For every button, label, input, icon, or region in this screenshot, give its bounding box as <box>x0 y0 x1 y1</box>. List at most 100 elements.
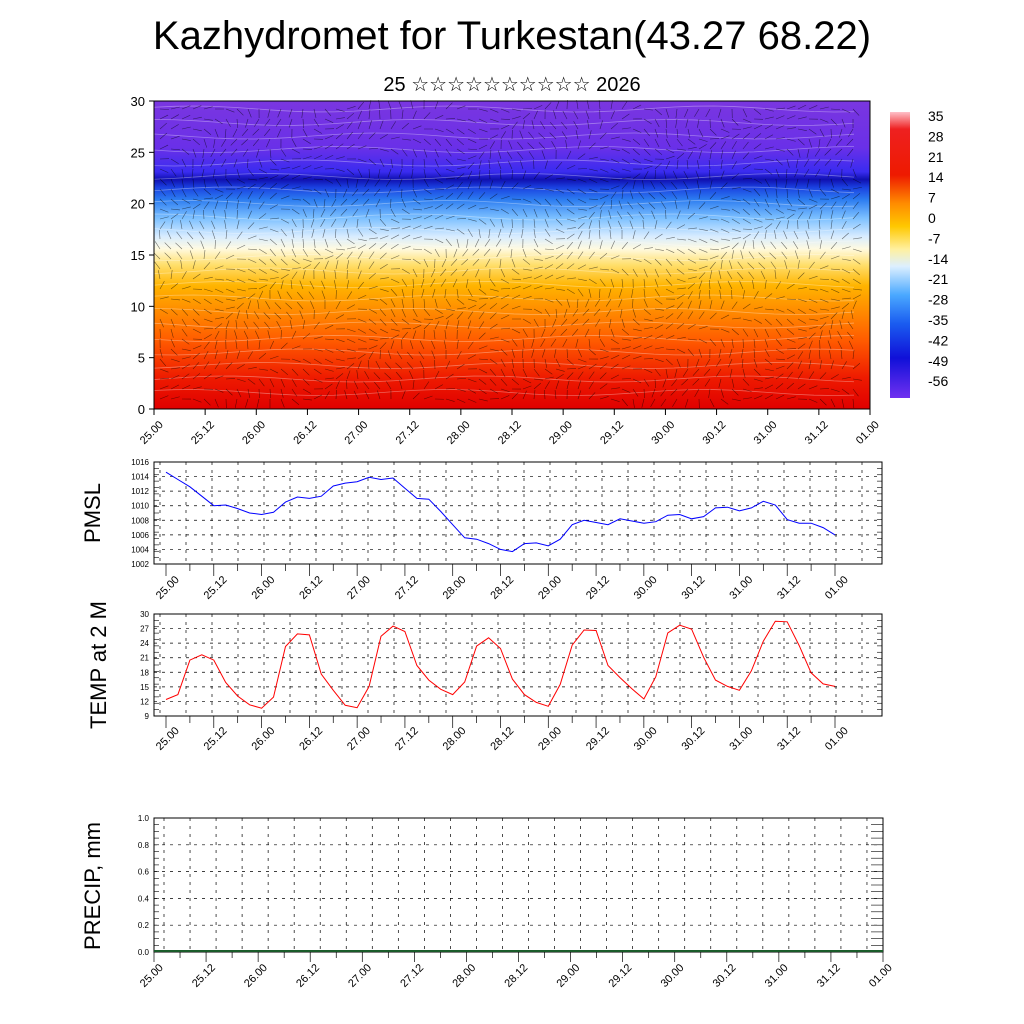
wind-barb <box>648 192 656 200</box>
wind-barb <box>598 100 601 110</box>
wind-barb <box>670 388 678 396</box>
wind-barb <box>412 188 418 198</box>
wind-barb <box>847 148 854 157</box>
wind-barb <box>544 248 554 251</box>
wind-barb <box>544 308 551 317</box>
wind-barb <box>775 358 785 361</box>
wind-barb <box>236 185 246 190</box>
wind-barb <box>291 378 297 387</box>
wind-barb <box>621 398 628 407</box>
wind-barb <box>720 338 725 348</box>
xsec-contour <box>153 294 855 302</box>
wind-barb <box>243 330 249 340</box>
wind-barb <box>323 198 326 208</box>
wind-barb <box>181 211 187 220</box>
wind-barb <box>192 352 200 360</box>
wind-barb <box>265 301 271 310</box>
wind-barb <box>566 233 575 240</box>
wind-barb <box>819 251 826 260</box>
wind-barb <box>225 350 229 360</box>
wind-barb <box>742 118 752 123</box>
wind-barb <box>643 108 653 111</box>
wind-barb <box>643 318 653 322</box>
wind-barb <box>324 348 334 353</box>
wind-barb <box>214 340 218 350</box>
wind-barb <box>357 120 362 130</box>
wind-barb <box>472 258 480 266</box>
wind-barb <box>527 142 535 150</box>
xtick-label: 28.00 <box>441 725 469 753</box>
wind-barb <box>687 212 695 220</box>
wind-barb <box>175 242 183 250</box>
wind-barb <box>566 298 570 308</box>
wind-barb <box>797 298 807 302</box>
wind-barb <box>434 248 440 257</box>
wind-barb <box>698 338 708 344</box>
wind-barb <box>401 138 411 141</box>
wind-barb <box>181 198 190 204</box>
wind-barb <box>775 373 784 380</box>
wind-barb <box>351 198 359 206</box>
wind-barb <box>588 381 595 390</box>
wind-barb <box>577 240 582 250</box>
wind-barb <box>368 168 371 178</box>
wind-barb <box>577 264 587 270</box>
wind-barb <box>401 331 408 340</box>
wind-barb <box>544 174 554 180</box>
xtick-label: 01.00 <box>867 962 895 990</box>
wind-barb <box>302 208 307 218</box>
wind-barb <box>357 145 367 150</box>
wind-barb <box>643 231 650 240</box>
wind-barb <box>846 138 854 146</box>
wind-barb <box>549 132 557 140</box>
wind-barb <box>522 120 525 130</box>
wind-barb <box>835 138 843 146</box>
wind-barb <box>566 218 576 222</box>
xsec-xtick-label: 27.00 <box>342 419 370 447</box>
wind-barb <box>401 258 412 260</box>
wind-barb <box>423 225 433 230</box>
xtick-label: 25.12 <box>202 725 230 753</box>
wind-barb <box>379 120 384 130</box>
wind-barb <box>588 371 595 380</box>
wind-barb <box>588 220 592 230</box>
wind-barb <box>440 278 447 287</box>
wind-barb <box>566 164 576 170</box>
wind-barb <box>500 287 510 290</box>
wind-barb <box>720 170 725 180</box>
wind-barb <box>401 188 403 198</box>
wind-barb <box>540 121 546 130</box>
wind-barb <box>335 367 345 370</box>
wind-barb <box>715 368 722 377</box>
wind-barb <box>456 181 463 190</box>
wind-barb <box>412 125 422 130</box>
wind-barb <box>517 141 524 150</box>
wind-barb <box>478 345 488 350</box>
wind-barb <box>214 194 224 200</box>
wind-barb <box>577 222 585 230</box>
wind-barb <box>676 138 683 147</box>
wind-barb <box>797 148 801 158</box>
wind-barb <box>852 186 862 190</box>
wind-barb <box>181 328 188 337</box>
wind-barb <box>467 204 477 210</box>
xtick-label: 31.00 <box>727 725 755 753</box>
wind-barb <box>489 295 499 300</box>
wind-barb <box>159 132 168 140</box>
wind-barb <box>566 277 576 280</box>
colorbar-label: 0 <box>928 210 936 226</box>
wind-barb <box>234 398 238 408</box>
wind-barb <box>456 138 464 146</box>
wind-barb <box>544 390 546 400</box>
wind-barb <box>698 248 708 253</box>
wind-barb <box>214 388 224 393</box>
wind-barb <box>214 375 224 380</box>
wind-barb <box>374 178 381 187</box>
wind-barb <box>291 165 301 170</box>
wind-barb <box>643 170 649 180</box>
wind-barb <box>401 110 404 120</box>
wind-barb <box>533 105 543 110</box>
wind-barb <box>544 160 548 170</box>
wind-barb <box>687 227 697 230</box>
wind-barb <box>643 138 650 147</box>
